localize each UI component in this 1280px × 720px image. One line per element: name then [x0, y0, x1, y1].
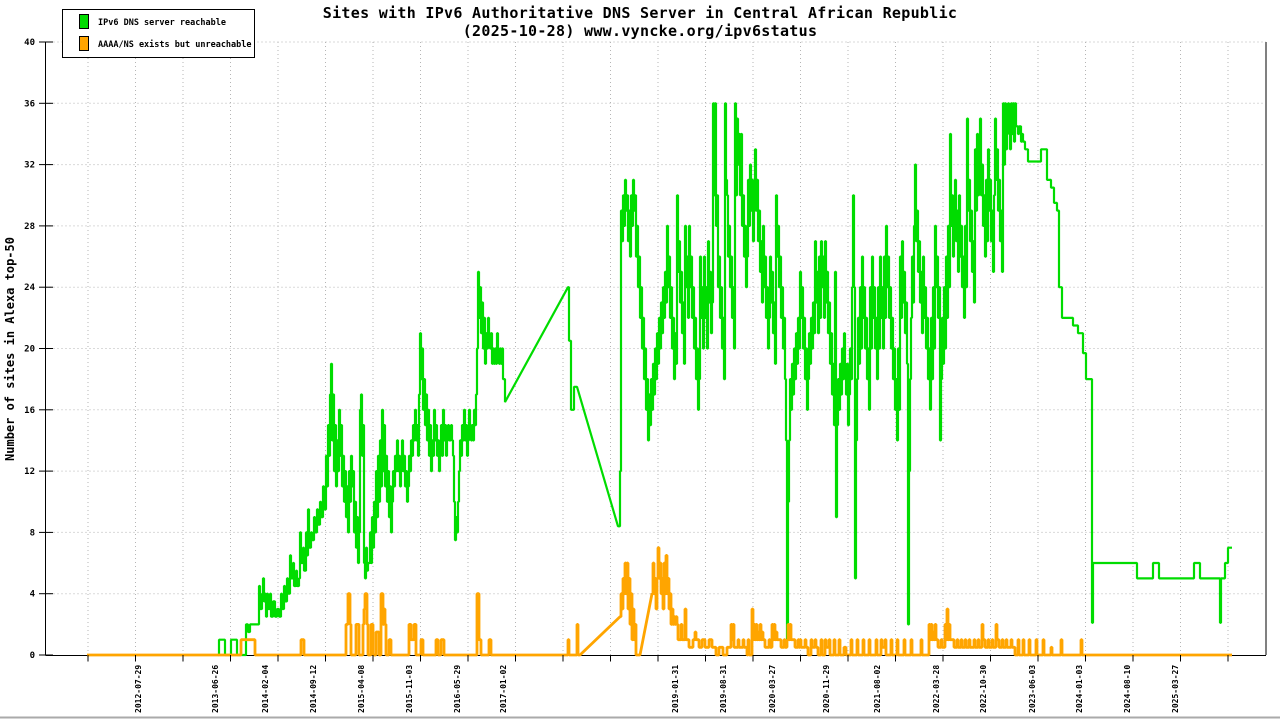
y-tick-label: 0 — [30, 651, 35, 661]
x-tick-label: 2015-04-08 — [357, 665, 366, 713]
x-tick-label: 2024-01-03 — [1075, 665, 1084, 713]
series-line-reachable — [217, 102, 1232, 657]
x-tick-label: 2021-08-02 — [873, 665, 882, 713]
y-tick-label: 12 — [24, 467, 35, 477]
y-tick-label: 8 — [30, 528, 35, 538]
x-tick-label: 2022-10-30 — [979, 665, 988, 713]
y-tick-label: 24 — [24, 283, 35, 293]
y-tick-label: 32 — [24, 161, 35, 171]
legend-box — [62, 9, 255, 58]
legend-label-reachable: IPv6 DNS server reachable — [98, 18, 226, 28]
x-tick-label: 2017-01-02 — [499, 665, 508, 713]
x-tick-label: 2016-05-29 — [453, 665, 462, 713]
x-tick-label: 2012-07-29 — [134, 665, 143, 713]
legend: IPv6 DNS server reachable AAAA/NS exists… — [62, 9, 255, 58]
y-tick-label: 4 — [30, 590, 36, 600]
legend-label-unreachable: AAAA/NS exists but unreachable — [98, 39, 252, 50]
y-axis-title: Number of sites in Alexa top-50 — [3, 237, 17, 461]
axis-ticks-and-labels: 0 4 8 12 16 20 24 28 32 36 40 2012-07-29 2013-06-26 2… — [24, 38, 1229, 713]
x-tick-label: 2019-01-31 — [671, 665, 680, 713]
x-tick-label: 2020-11-29 — [822, 665, 831, 713]
x-tick-label: 2025-03-27 — [1171, 665, 1180, 713]
x-tick-label: 2024-08-10 — [1123, 665, 1132, 713]
x-tick-label: 2020-03-27 — [768, 665, 777, 713]
x-tick-label: 2013-06-26 — [211, 665, 220, 713]
y-tick-label: 16 — [24, 406, 35, 416]
legend-key-unreachable — [79, 36, 89, 51]
x-tick-label: 2015-11-03 — [405, 665, 414, 713]
y-tick-label: 36 — [24, 99, 35, 109]
x-tick-label: 2014-09-12 — [309, 665, 318, 713]
x-tick-label: 2022-03-28 — [932, 665, 941, 713]
x-tick-label: 2023-06-03 — [1028, 665, 1037, 713]
x-tick-label: 2019-08-31 — [719, 665, 728, 713]
series-line-unreachable — [87, 546, 1232, 657]
y-tick-label: 40 — [24, 38, 35, 48]
y-tick-label: 28 — [24, 222, 35, 232]
chart-subtitle: (2025-10-28) www.vyncke.org/ipv6status — [463, 22, 818, 40]
chart-title: Sites with IPv6 Authoritative DNS Server… — [323, 4, 958, 22]
series-lines — [87, 102, 1232, 657]
y-tick-label: 20 — [24, 345, 35, 355]
legend-key-reachable — [79, 14, 89, 29]
x-tick-label: 2014-02-04 — [261, 665, 270, 713]
